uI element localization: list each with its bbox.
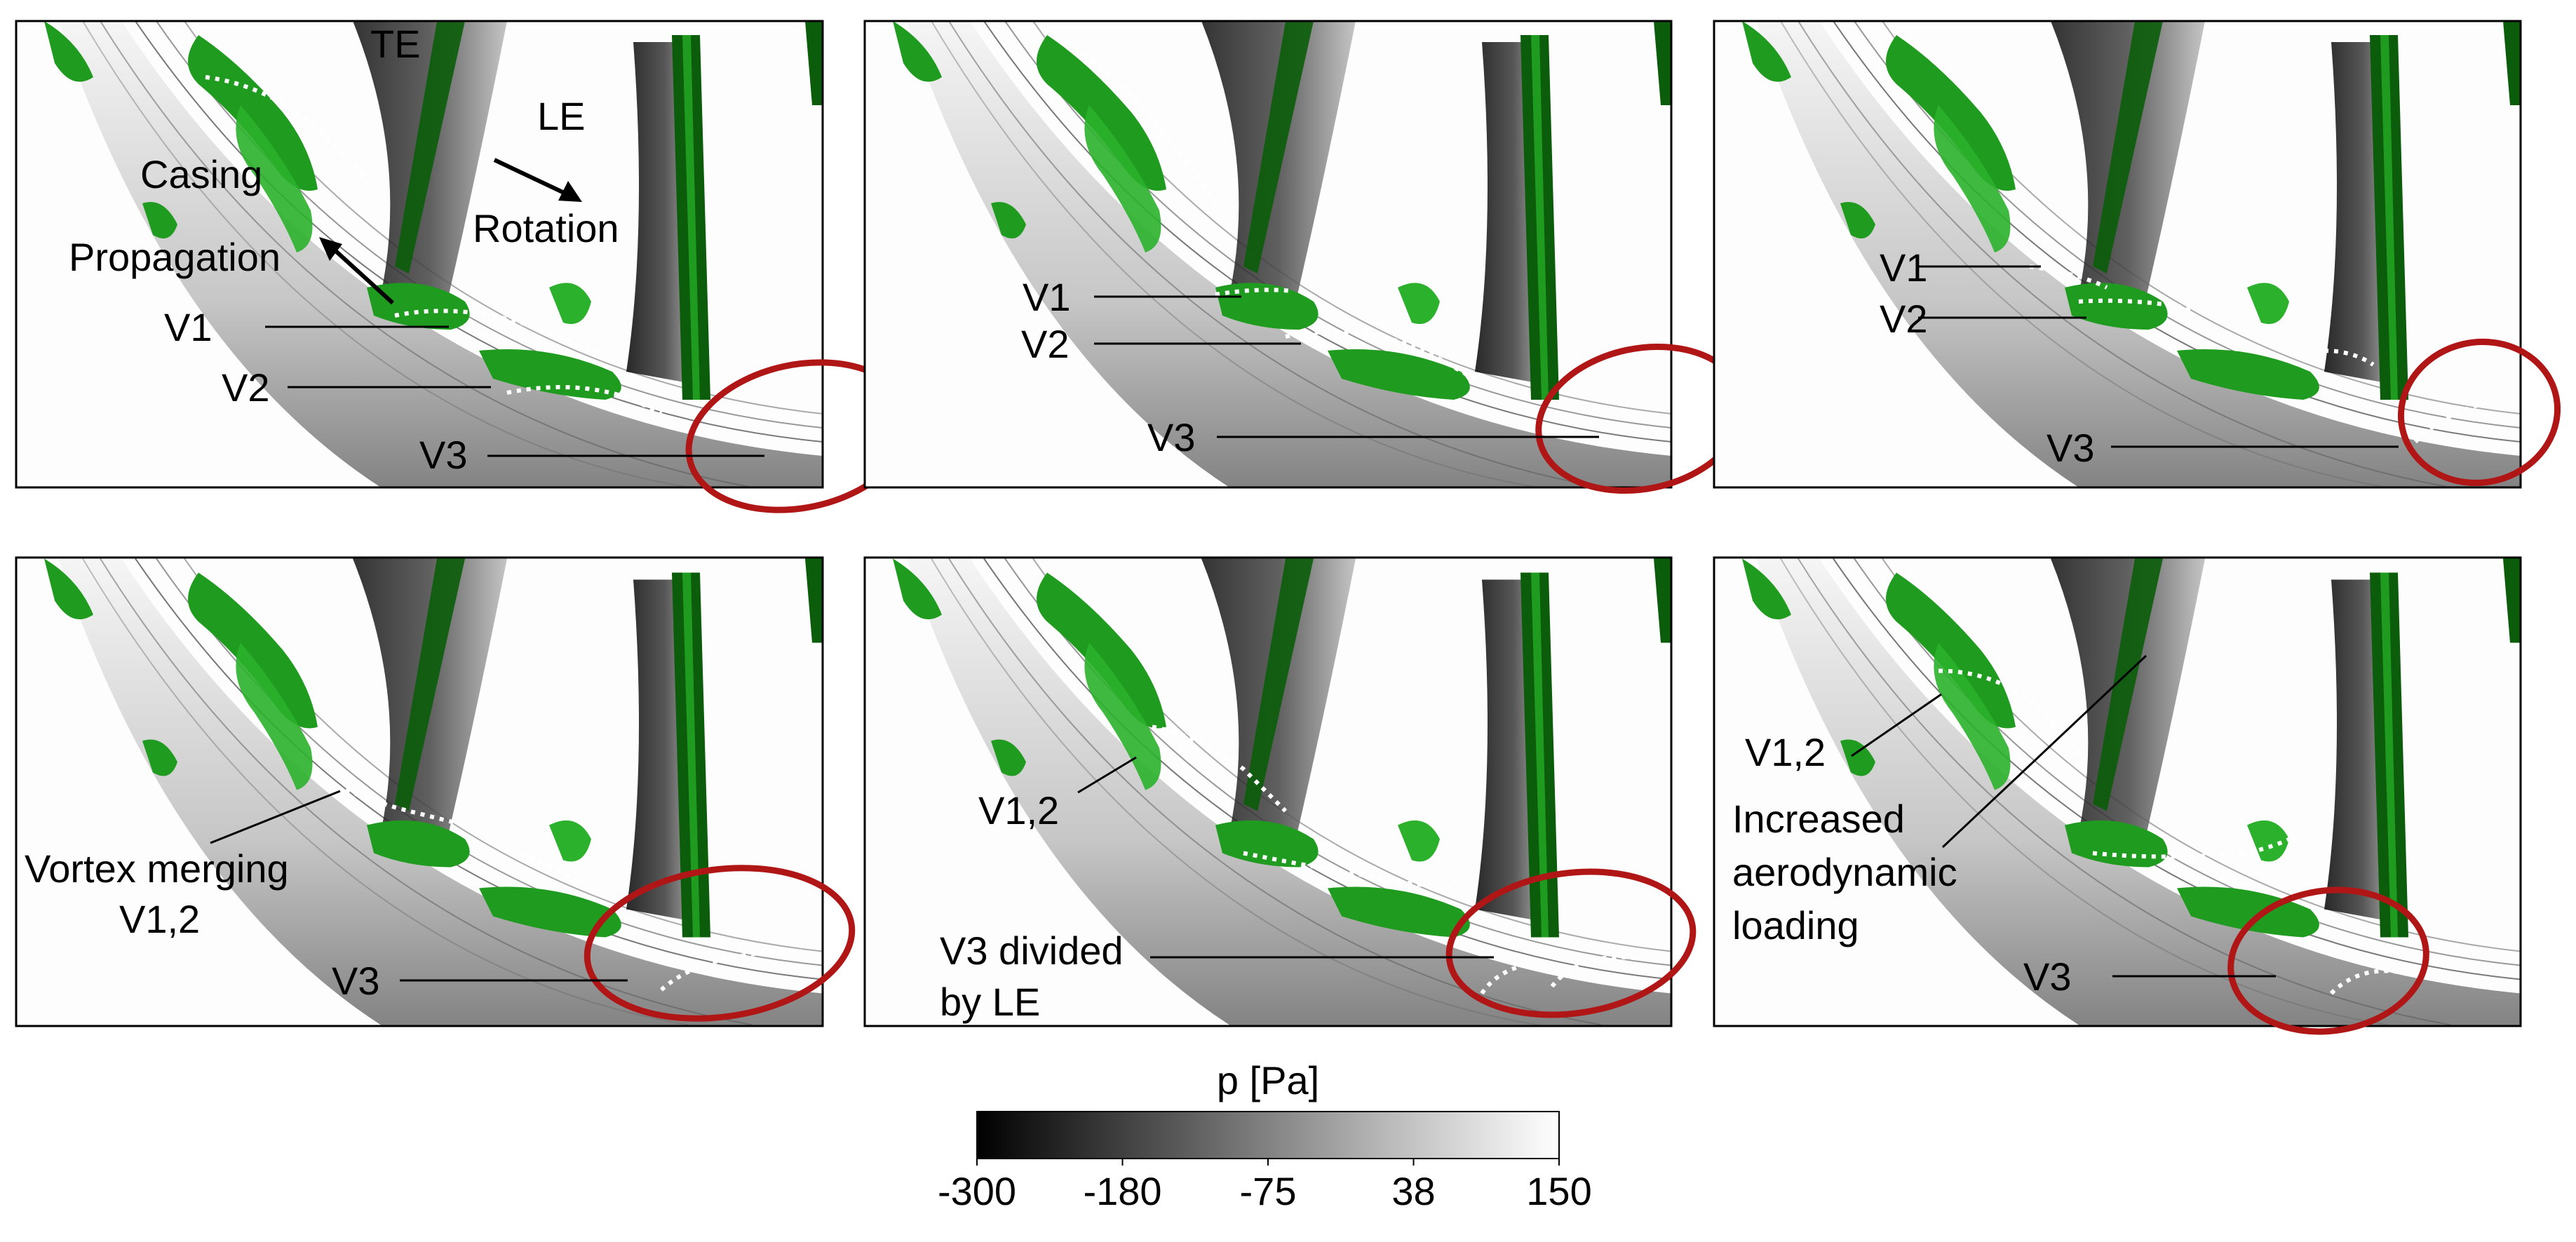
v3-highlight-circle [2397, 338, 2561, 487]
panel-3-frame [1713, 20, 2522, 489]
vortex-core-line [1067, 40, 1218, 205]
panel-5: V1,2 V3 divided by LE [863, 556, 1697, 1027]
v12-label: V1,2 [978, 788, 1059, 832]
panel-2-frame [863, 20, 1673, 489]
v12-label: V1,2 [119, 897, 200, 941]
panel-1-render [43, 21, 823, 487]
panel-1-frame [15, 20, 824, 489]
vortex-merging-label: Vortex merging [25, 846, 289, 891]
panel-2-render [892, 21, 1671, 487]
v1-label: V1 [164, 305, 213, 349]
merge-leader-line [210, 790, 341, 844]
colorbar-title: p [Pa] [1217, 1058, 1319, 1102]
te-label: TE [370, 22, 421, 66]
le-label: LE [537, 94, 586, 138]
vortex-core-line [1243, 851, 1462, 891]
propagation-arrow [319, 237, 395, 305]
panel-4: Vortex merging V1,2 V3 [15, 556, 856, 1027]
colorbar-tick-label: -300 [938, 1169, 1016, 1213]
panel-1: TE LE Casing Rotation Propagation V1 V2 … [15, 20, 914, 513]
loading-leader-line [1941, 654, 2147, 849]
panel-4-frame [15, 556, 824, 1027]
panel-6-render [1741, 558, 2521, 1026]
colorbar-gradient [976, 1111, 1560, 1159]
panel-5-frame [863, 556, 1673, 1027]
rotation-label: Rotation [473, 206, 619, 250]
pressure-colorbar: p [Pa] -300 -180 -75 38 150 [938, 1058, 1592, 1213]
v2-label: V2 [222, 365, 270, 410]
colorbar-tick-label: 38 [1391, 1169, 1435, 1213]
vortex-core-line [506, 385, 663, 416]
colorbar-tick-label: -180 [1083, 1169, 1161, 1213]
v3-highlight-circle [1445, 868, 1697, 1018]
colorbar-ticks: -300 -180 -75 38 150 [938, 1159, 1592, 1213]
v3-label: V3 [2046, 426, 2095, 470]
v12-label: V1,2 [1745, 730, 1826, 774]
v1-label: V1 [1023, 275, 1071, 319]
vortex-core-line [1938, 668, 2081, 756]
v12-leader-line [1851, 693, 1942, 757]
panel-4-render [43, 558, 823, 1026]
aerodynamic-label: aerodynamic [1732, 850, 1957, 894]
vortex-core-line [2078, 298, 2192, 311]
loading-label: loading [1732, 903, 1859, 947]
vortex-core-line [2092, 837, 2291, 859]
increased-label: Increased [1732, 797, 1905, 841]
v3-label: V3 [1147, 415, 1196, 459]
v3-label: V3 [332, 959, 380, 1003]
panel-6: V1,2 Increased aerodynamic loading V3 [1713, 556, 2522, 1035]
colorbar-tick-label: -75 [1240, 1169, 1297, 1213]
vortex-core-line [1215, 288, 1293, 297]
v2-label: V2 [1880, 297, 1928, 341]
panel-3-render [1741, 21, 2521, 487]
panel-2: V1 V2 V3 [863, 20, 1747, 494]
panel-3: V1 V2 V3 [1713, 20, 2561, 489]
vortex-core-line [344, 788, 466, 828]
v3-highlight-circle [2227, 886, 2429, 1035]
casing-label: Casing [140, 152, 262, 196]
panel-5-render [892, 558, 1671, 1026]
v12-leader-line [1077, 756, 1137, 794]
v1-label: V1 [1880, 245, 1928, 290]
vortex-core-line [394, 309, 606, 353]
v3-highlight-circle [584, 865, 856, 1022]
by-le-label: by LE [940, 980, 1040, 1024]
vortex-core-line [2413, 401, 2486, 444]
propagation-label: Propagation [69, 235, 281, 279]
vortex-core-line [1550, 954, 1637, 988]
vortex-core-line [205, 75, 376, 191]
v3-label: V3 [419, 433, 468, 477]
colorbar-tick-label: 150 [1526, 1169, 1591, 1213]
rotation-arrow [493, 158, 582, 202]
vortex-core-line [2029, 264, 2108, 290]
panel-6-frame [1713, 556, 2522, 1027]
v3-label: V3 [2023, 954, 2072, 999]
v2-label: V2 [1021, 322, 1070, 366]
v3-divided-label: V3 divided [940, 929, 1124, 973]
